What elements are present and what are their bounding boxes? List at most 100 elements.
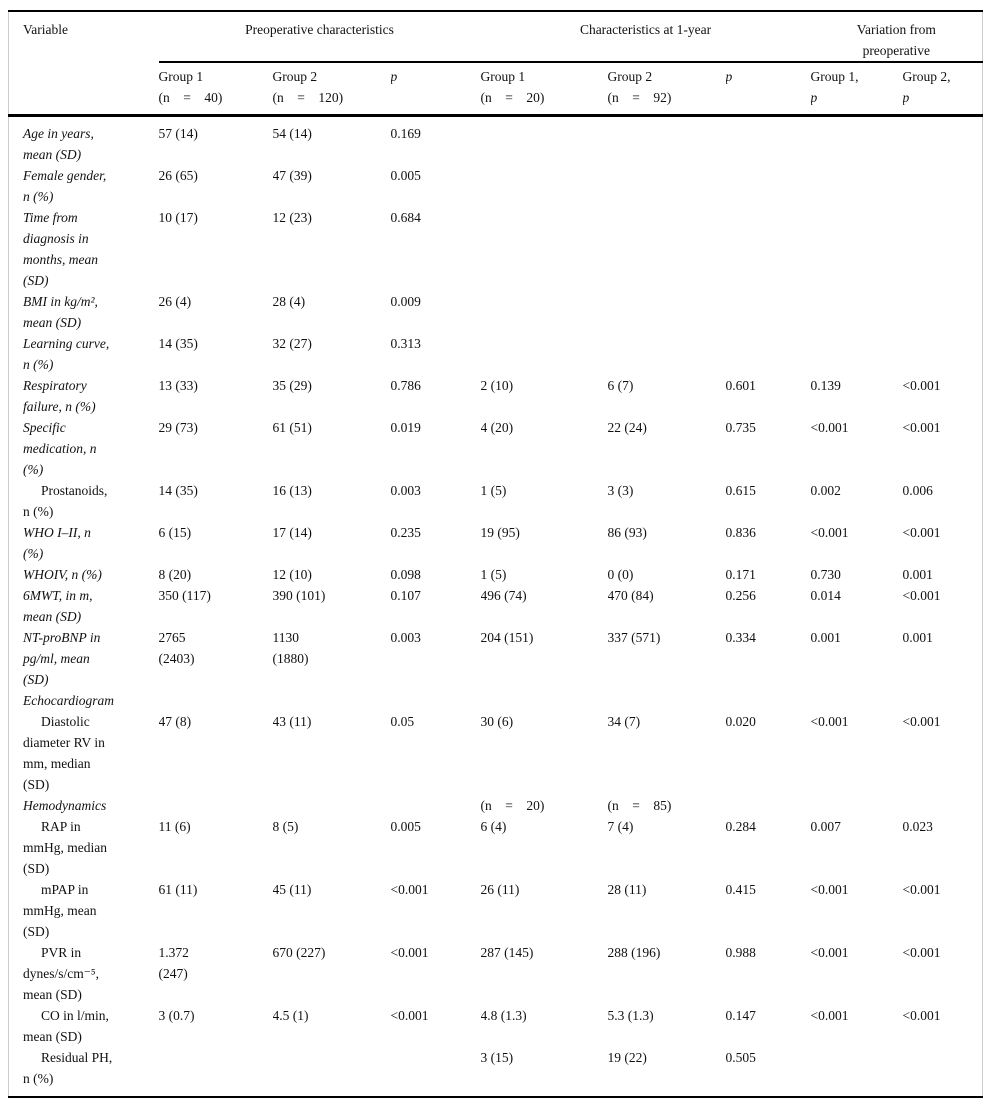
table-cell: 12 (23): [272, 210, 312, 225]
table-cell: [273, 1047, 391, 1097]
table-cell: [726, 690, 811, 711]
table-cell: <0.001: [902, 588, 941, 603]
table-row: Prostanoids, n (%) 14 (35) 16 (13) 0.003 1 (…: [9, 480, 983, 522]
table-cell: [903, 690, 983, 711]
group-header-1-year: Characteristics at 1-year: [480, 11, 811, 63]
table-cell: 47 (8): [158, 714, 192, 729]
table-cell: <0.001: [810, 1008, 849, 1023]
table-cell: 0.601: [725, 378, 756, 393]
variable-label: Echocardiogram: [23, 693, 114, 708]
table-cell: 0.001: [902, 567, 933, 582]
table-cell: [391, 1047, 481, 1097]
table-cell: 61 (11): [158, 882, 198, 897]
table-cell: 0 (0): [607, 567, 634, 582]
table-cell: 0.147: [725, 1008, 756, 1023]
table-cell: <0.001: [902, 882, 941, 897]
table-cell: 470 (84): [607, 588, 654, 603]
table-cell: 19 (22): [607, 1050, 647, 1065]
table-cell: [903, 291, 983, 333]
table-cell: (n = 20): [480, 798, 545, 813]
table-cell: 0.005: [390, 168, 421, 183]
table-cell: 26 (11): [480, 882, 520, 897]
table-cell: 0.019: [390, 420, 421, 435]
variable-label: Residual PH, n (%): [23, 1050, 113, 1086]
table-cell: [811, 1047, 903, 1097]
table-cell: 0.334: [725, 630, 756, 645]
table-row: Hemodynamics (n = 20) (n = 85): [9, 795, 983, 816]
table-cell: 54 (14): [272, 126, 312, 141]
table-cell: [608, 116, 726, 166]
table-cell: 0.001: [902, 630, 933, 645]
table-cell: [903, 333, 983, 375]
variable-label: Age in years, mean (SD): [23, 126, 94, 162]
column-header-1year-group2: Group 2 (n = 92): [607, 69, 672, 105]
table-cell: [726, 165, 811, 207]
table-cell: 288 (196): [607, 945, 661, 960]
table-row: Age in years, mean (SD) 57 (14) 54 (14) 0.1…: [9, 116, 983, 166]
table-cell: [481, 291, 608, 333]
table-cell: 0.730: [810, 567, 841, 582]
table-row: Specific medication, n (%) 29 (73) 61 (51)…: [9, 417, 983, 480]
table-cell: 28 (11): [607, 882, 647, 897]
table-cell: 390 (101): [272, 588, 326, 603]
table-cell: 337 (571): [607, 630, 661, 645]
table-cell: 22 (24): [607, 420, 647, 435]
table-cell: 1130 (1880): [272, 630, 309, 666]
table-cell: 0.023: [902, 819, 933, 834]
table-cell: 0.007: [810, 819, 841, 834]
variable-label: BMI in kg/m², mean (SD): [23, 294, 98, 330]
table-cell: [811, 207, 903, 291]
variable-label: Learning curve, n (%): [23, 336, 110, 372]
group-header-variation: Variation from preoperative: [810, 11, 983, 63]
table-cell: 0.014: [810, 588, 841, 603]
sub-header-row: Group 1 (n = 40) Group 2 (n = 120) p Gro…: [9, 62, 983, 116]
table-cell: <0.001: [810, 420, 849, 435]
table-cell: 0.098: [390, 567, 421, 582]
table-cell: [481, 690, 608, 711]
group-header-preoperative: Preoperative characteristics: [158, 11, 481, 63]
variable-label: mPAP in mmHg, mean (SD): [23, 882, 97, 939]
table-cell: 0.415: [725, 882, 756, 897]
table-cell: 0.505: [725, 1050, 756, 1065]
table-cell: 5.3 (1.3): [607, 1008, 654, 1023]
table-cell: [159, 690, 273, 711]
table-cell: [481, 116, 608, 166]
group-header-row: Variable Preoperative characteristics Ch…: [9, 11, 983, 63]
table-cell: [608, 291, 726, 333]
table-cell: 16 (13): [272, 483, 312, 498]
table-cell: <0.001: [810, 945, 849, 960]
table-row: WHO I–II, n (%) 6 (15) 17 (14) 0.235 19 (95)…: [9, 522, 983, 564]
table-cell: 14 (35): [158, 483, 198, 498]
table-cell: 0.005: [390, 819, 421, 834]
table-cell: 0.139: [810, 378, 841, 393]
column-header-1year-group1: Group 1 (n = 20): [480, 69, 545, 105]
table-cell: [903, 1047, 983, 1097]
table-row: CO in l/min, mean (SD) 3 (0.7) 4.5 (1) <0.0…: [9, 1005, 983, 1047]
table-cell: 45 (11): [272, 882, 312, 897]
table-cell: [726, 795, 811, 816]
table-cell: [726, 116, 811, 166]
table-cell: [273, 795, 391, 816]
table-row: Residual PH, n (%) 3 (15) 19 (22) 0.505: [9, 1047, 983, 1097]
table-cell: 0.786: [390, 378, 421, 393]
table-row: Female gender, n (%) 26 (65) 47 (39) 0.005: [9, 165, 983, 207]
table-cell: 12 (10): [272, 567, 312, 582]
table-cell: 0.735: [725, 420, 756, 435]
column-header-1year-p: p: [725, 69, 733, 84]
table-cell: [608, 165, 726, 207]
variation-group1-label: Group 1,: [810, 69, 859, 84]
table-cell: <0.001: [390, 1008, 429, 1023]
table-cell: <0.001: [810, 882, 849, 897]
table-cell: [726, 291, 811, 333]
table-cell: 26 (4): [158, 294, 192, 309]
table-cell: [726, 333, 811, 375]
table-cell: <0.001: [902, 714, 941, 729]
column-header-preop-p: p: [390, 69, 398, 84]
table-cell: <0.001: [902, 525, 941, 540]
table-cell: [811, 291, 903, 333]
table-cell: 2765 (2403): [158, 630, 195, 666]
variable-label: Hemodynamics: [23, 798, 107, 813]
table-row: 6MWT, in m, mean (SD) 350 (117) 390 (101) 0…: [9, 585, 983, 627]
table-cell: [903, 207, 983, 291]
table-cell: <0.001: [902, 420, 941, 435]
